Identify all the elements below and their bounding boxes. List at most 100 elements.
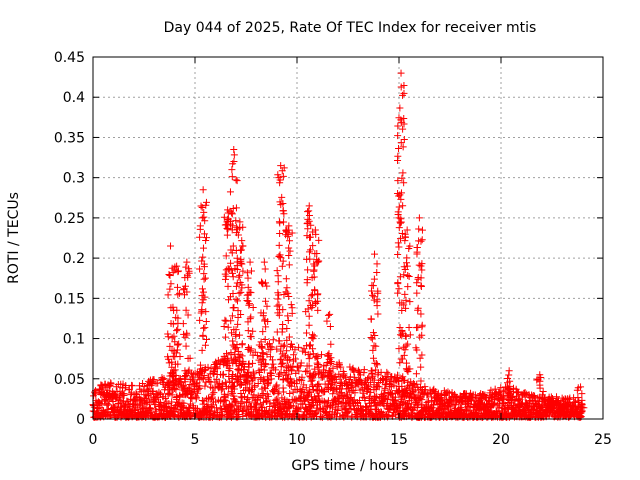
data-point [246, 332, 254, 340]
x-axis-label: GPS time / hours [291, 458, 408, 474]
data-point [165, 270, 173, 278]
data-point [168, 334, 176, 342]
data-point [400, 179, 408, 187]
data-point [384, 370, 392, 378]
data-point [240, 366, 248, 374]
data-point [283, 347, 291, 355]
data-point [394, 387, 402, 395]
data-point [304, 225, 312, 233]
peak-point [397, 69, 405, 77]
data-point [245, 398, 253, 406]
data-point [260, 356, 268, 364]
data-point [227, 266, 235, 274]
data-point [313, 250, 321, 258]
data-point [276, 219, 284, 227]
peak-point [403, 226, 411, 234]
peak-point [326, 310, 334, 318]
data-point [230, 356, 238, 364]
data-point [244, 327, 252, 335]
data-point [285, 403, 293, 411]
data-point [369, 354, 377, 362]
data-point [198, 292, 206, 300]
data-point [247, 402, 255, 410]
data-point [132, 389, 140, 397]
data-point [247, 374, 255, 382]
data-point [431, 388, 439, 396]
data-point [213, 376, 221, 384]
data-point [228, 166, 236, 174]
data-point [421, 383, 429, 391]
data-point [303, 220, 311, 228]
data-point [222, 317, 230, 325]
data-point [401, 290, 409, 298]
data-point [404, 340, 412, 348]
frame-layer [92, 56, 604, 420]
data-point [122, 401, 130, 409]
data-point [234, 231, 242, 239]
data-point [128, 382, 136, 390]
data-point [393, 399, 401, 407]
data-point [368, 370, 376, 378]
peak-point [577, 383, 585, 391]
data-point [185, 403, 193, 411]
data-point [275, 337, 283, 345]
data-point [401, 266, 409, 274]
data-point [442, 389, 450, 397]
data-point [309, 331, 317, 339]
data-point [558, 394, 566, 402]
data-point [417, 262, 425, 270]
data-point [236, 380, 244, 388]
data-point [148, 408, 156, 416]
data-point [398, 299, 406, 307]
data-point [90, 403, 98, 411]
data-point [357, 402, 365, 410]
data-point [154, 379, 162, 387]
data-point [398, 174, 406, 182]
data-point [233, 341, 241, 349]
data-point [314, 306, 322, 314]
data-point [196, 225, 204, 233]
data-point [367, 334, 375, 342]
data-point [285, 261, 293, 269]
data-point [399, 202, 407, 210]
data-point [213, 359, 221, 367]
data-point [181, 373, 189, 381]
data-point [279, 376, 287, 384]
data-point [229, 341, 237, 349]
data-point [288, 229, 296, 237]
data-point [122, 381, 130, 389]
data-point [140, 383, 148, 391]
data-point [224, 391, 232, 399]
data-point [304, 266, 312, 274]
data-point [196, 384, 204, 392]
data-point [263, 282, 271, 290]
data-point [259, 328, 267, 336]
data-point [169, 352, 177, 360]
peak-point [285, 222, 293, 230]
data-point [237, 255, 245, 263]
data-point [228, 249, 236, 257]
data-point [174, 325, 182, 333]
peak-point [230, 146, 238, 154]
data-point [275, 370, 283, 378]
data-point [506, 382, 514, 390]
data-point [244, 297, 252, 305]
data-point [196, 265, 204, 273]
data-point [285, 251, 293, 259]
y-tick-label: 0.15 [54, 291, 85, 307]
data-point [259, 280, 267, 288]
data-point [412, 370, 420, 378]
data-point [284, 312, 292, 320]
data-point [210, 389, 218, 397]
data-point [417, 274, 425, 282]
y-axis-label: ROTI / TECUs [6, 192, 22, 284]
peak-point [311, 226, 319, 234]
data-point [413, 289, 421, 297]
data-point [308, 376, 316, 384]
data-point [200, 263, 208, 271]
data-point [247, 267, 255, 275]
data-point [565, 395, 573, 403]
data-point [401, 332, 409, 340]
data-point [303, 329, 311, 337]
data-point [311, 287, 319, 295]
